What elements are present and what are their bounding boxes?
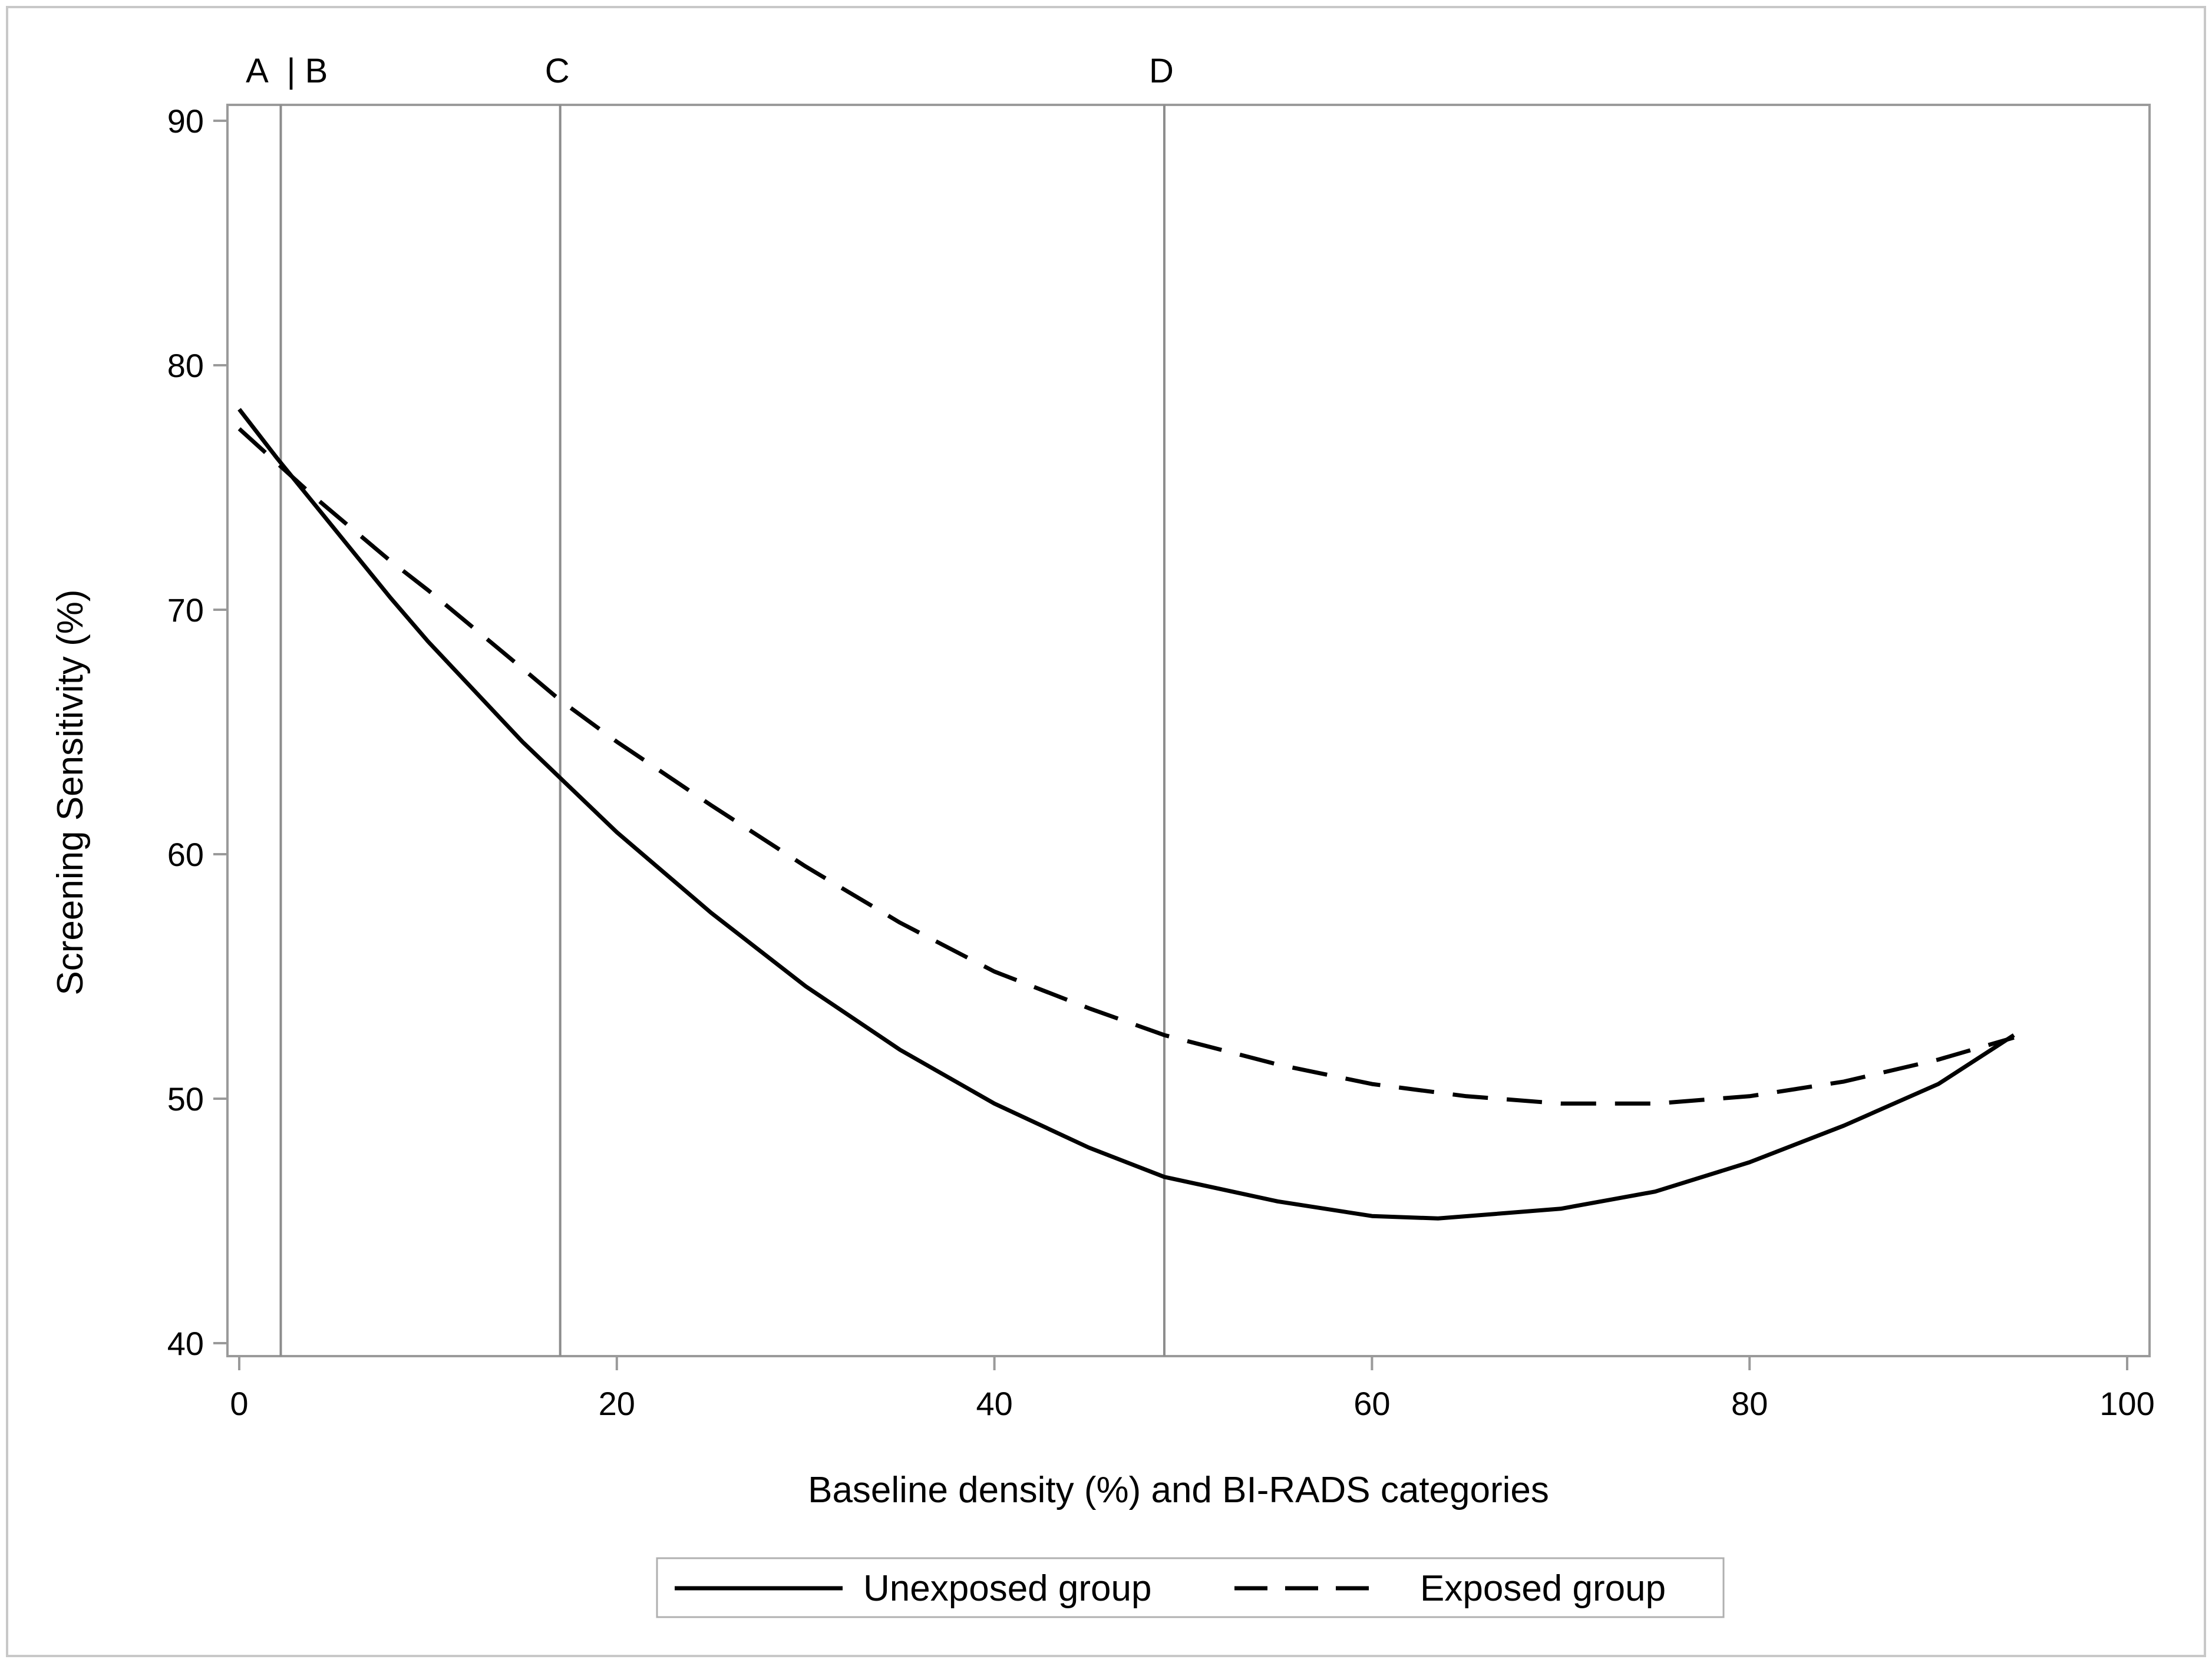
y-axis: 40 50 60 70 80 90 (167, 103, 227, 1362)
x-tick-label-0: 0 (230, 1385, 248, 1422)
y-tick-label-50: 50 (167, 1080, 204, 1118)
y-tick-label-90: 90 (167, 103, 204, 140)
legend: Unexposed group Exposed group (656, 1557, 1725, 1618)
x-tick-label-40: 40 (976, 1385, 1012, 1422)
category-label-right-1: | B (286, 52, 328, 90)
reference-lines: A | B C D (246, 52, 1174, 1356)
y-tick-label-40: 40 (167, 1325, 204, 1362)
series-line-unexposed-group (237, 408, 2015, 1221)
y-tick-label-70: 70 (167, 591, 204, 629)
legend-label-unexposed: Unexposed group (863, 1568, 1151, 1609)
legend-label-exposed: Exposed group (1420, 1568, 1666, 1609)
category-label-2: C (545, 52, 570, 90)
category-label-3: D (1149, 52, 1174, 90)
series-lines (237, 408, 2015, 1221)
x-tick-label-100: 100 (2099, 1385, 2154, 1422)
x-axis: 0 20 40 60 80 100 (230, 1356, 2155, 1422)
x-tick-label-20: 20 (599, 1385, 635, 1422)
x-tick-label-80: 80 (1731, 1385, 1768, 1422)
series-line-exposed-group (237, 427, 2015, 1106)
x-tick-label-60: 60 (1353, 1385, 1390, 1422)
category-label-left-1: A (246, 52, 269, 90)
y-axis-title: Screening Sensitivity (%) (50, 589, 91, 995)
y-tick-label-80: 80 (167, 347, 204, 384)
x-axis-title: Baseline density (%) and BI-RADS categor… (808, 1470, 1549, 1510)
y-tick-label-60: 60 (167, 836, 204, 873)
plot-area-frame (226, 104, 2151, 1357)
